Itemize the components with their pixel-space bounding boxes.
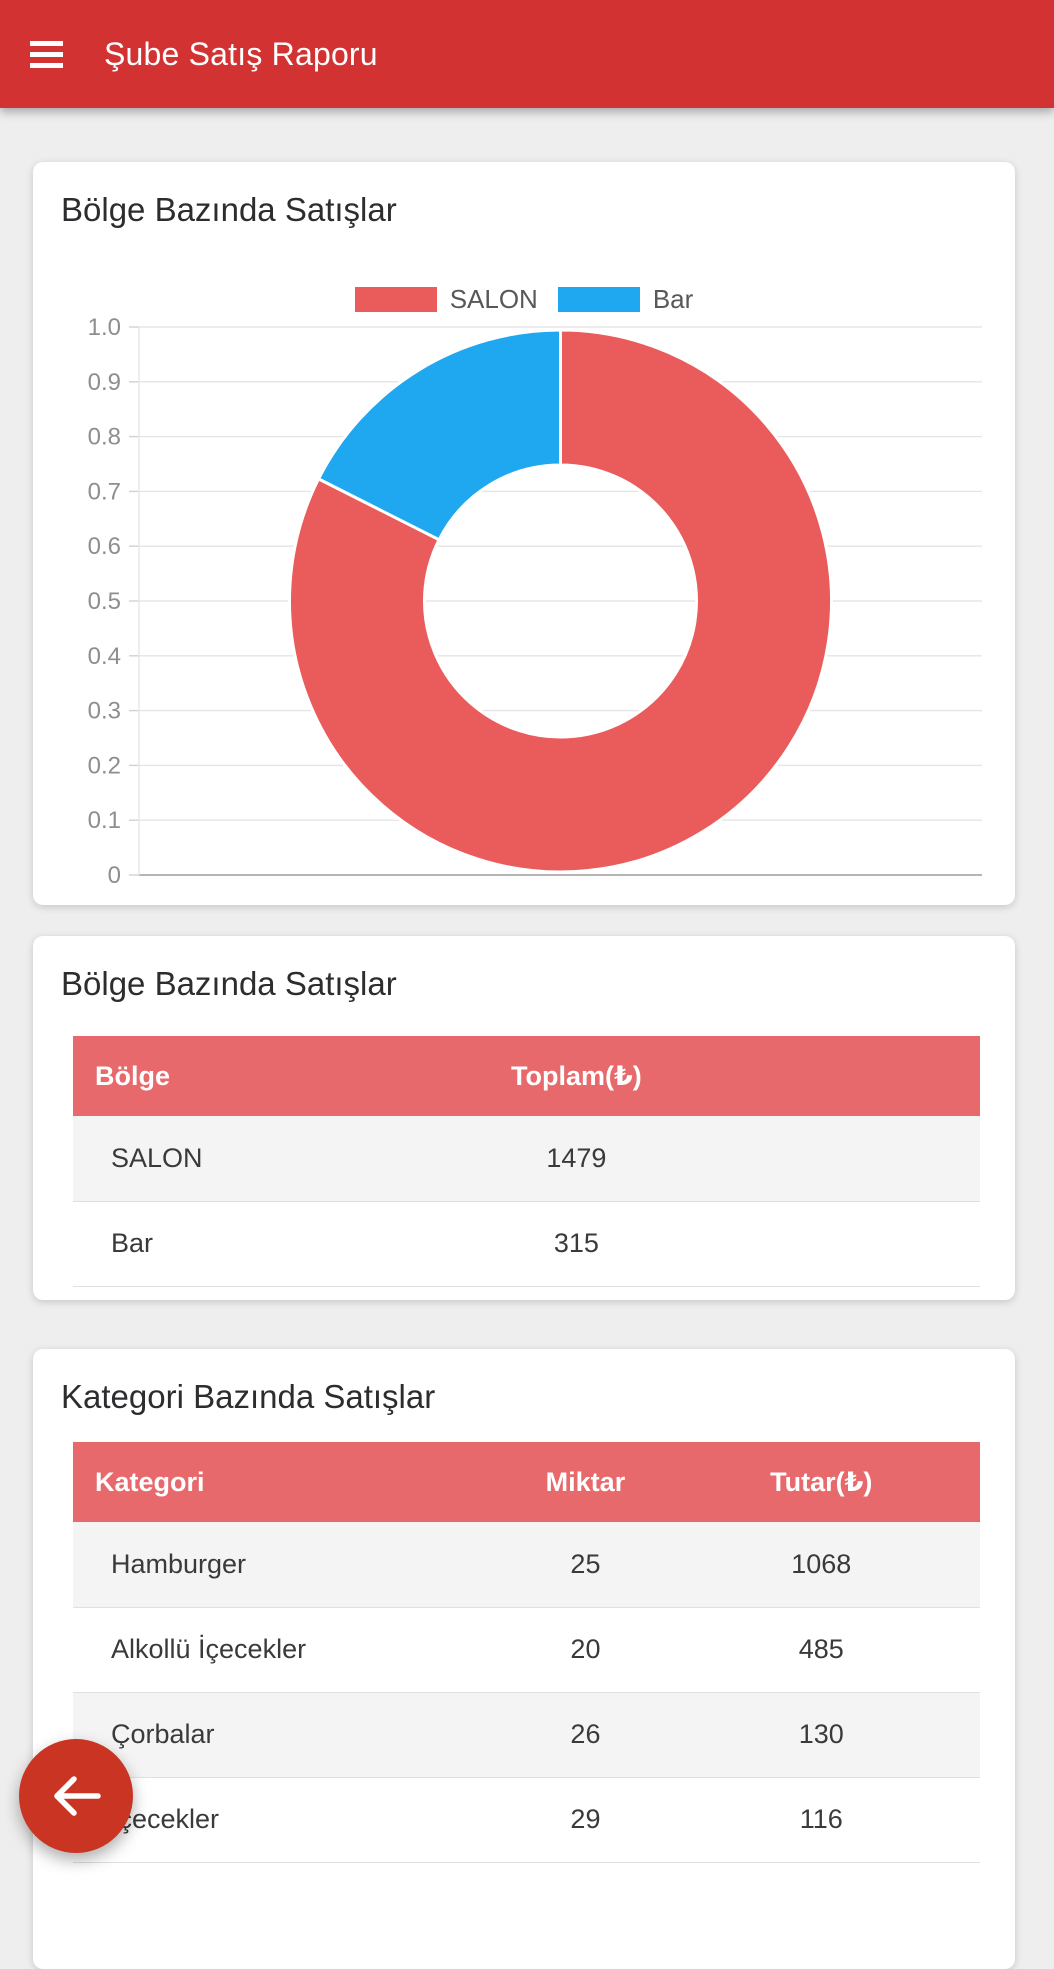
y-tick-label: 0.8 (88, 424, 121, 451)
column-header-kategori: Kategori (73, 1442, 454, 1522)
y-tick-label: 0 (108, 862, 121, 889)
amount-cell: 1068 (716, 1522, 980, 1608)
table-row: Çorbalar 26 130 (73, 1692, 980, 1778)
doughnut-chart[interactable]: 1.0 0.9 0.8 0.7 0.6 0.5 0.4 0.3 0.2 0.1 0 (33, 314, 1015, 900)
spacer-cell (716, 1201, 980, 1287)
spacer-cell (716, 1036, 980, 1116)
column-header-bolge: Bölge (73, 1036, 436, 1116)
y-tick-label: 0.6 (88, 533, 121, 560)
legend-item-bar[interactable]: Bar (557, 283, 694, 315)
legend-swatch (557, 286, 640, 312)
y-tick-label: 1.0 (88, 314, 121, 341)
region-cell: SALON (73, 1116, 436, 1202)
y-tick-label: 0.3 (88, 698, 121, 725)
table-header-row: Kategori Miktar Tutar(₺) (73, 1442, 980, 1522)
region-cell: Bar (73, 1201, 436, 1287)
chart-card: Bölge Bazında Satışlar SALON Bar 1.0 0.9 0.… (33, 162, 1015, 905)
legend-label: Bar (652, 283, 694, 314)
category-cell: İçecekler (73, 1777, 454, 1863)
table-row: Hamburger 25 1068 (73, 1522, 980, 1608)
category-cell: Hamburger (73, 1522, 454, 1608)
column-header-tutar: Tutar(₺) (716, 1442, 980, 1522)
table-header-row: Bölge Toplam(₺) (73, 1036, 980, 1116)
menu-icon[interactable] (30, 40, 63, 68)
y-tick-label: 0.4 (88, 643, 121, 670)
amount-cell: 485 (716, 1607, 980, 1693)
y-tick-label: 0.1 (88, 807, 121, 834)
chart-card-title: Bölge Bazında Satışlar (61, 191, 397, 228)
table-row: Alkollü İçecekler 20 485 (73, 1607, 980, 1693)
column-header-miktar: Miktar (453, 1442, 717, 1522)
chart-legend: SALON Bar (33, 283, 1015, 315)
quantity-cell: 20 (453, 1607, 717, 1693)
total-cell: 1479 (435, 1116, 717, 1202)
table-row: Bar 315 (73, 1201, 980, 1287)
donut-segment-bar[interactable] (316, 328, 562, 542)
region-card-title: Bölge Bazında Satışlar (61, 965, 397, 1002)
column-header-toplam: Toplam(₺) (435, 1036, 717, 1116)
amount-cell: 116 (716, 1777, 980, 1863)
quantity-cell: 26 (453, 1692, 717, 1778)
y-tick-label: 0.5 (88, 588, 121, 615)
menu-icon-bar (30, 40, 63, 46)
y-tick-label: 0.9 (88, 369, 121, 396)
quantity-cell: 29 (453, 1777, 717, 1863)
category-table-card: Kategori Bazında Satışlar Kategori Mikta… (33, 1349, 1015, 1969)
back-fab[interactable] (19, 1739, 133, 1853)
app-title: Şube Satış Raporu (104, 35, 378, 72)
region-table-card: Bölge Bazında Satışlar Bölge Toplam(₺) S… (33, 936, 1015, 1300)
amount-cell: 130 (716, 1692, 980, 1778)
app-bar: Şube Satış Raporu (0, 0, 1054, 108)
legend-label: SALON (449, 283, 538, 314)
region-table: Bölge Toplam(₺) SALON 1479 Bar 315 (73, 1036, 980, 1287)
category-table: Kategori Miktar Tutar(₺) Hamburger 25 10… (73, 1442, 980, 1863)
category-card-title: Kategori Bazında Satışlar (61, 1378, 436, 1415)
table-row: SALON 1479 (73, 1116, 980, 1202)
donut-segment-salon[interactable] (288, 328, 833, 874)
y-tick-label: 0.7 (88, 478, 121, 505)
y-tick-label: 0.2 (88, 752, 121, 779)
menu-icon-bar (30, 62, 63, 68)
legend-item-salon[interactable]: SALON (354, 283, 538, 315)
arrow-left-icon (54, 1776, 101, 1816)
category-cell: Çorbalar (73, 1692, 454, 1778)
table-row: İçecekler 29 116 (73, 1777, 980, 1863)
legend-swatch (354, 286, 437, 312)
menu-icon-bar (30, 51, 63, 57)
total-cell: 315 (435, 1201, 717, 1287)
quantity-cell: 25 (453, 1522, 717, 1608)
category-cell: Alkollü İçecekler (73, 1607, 454, 1693)
spacer-cell (716, 1116, 980, 1202)
